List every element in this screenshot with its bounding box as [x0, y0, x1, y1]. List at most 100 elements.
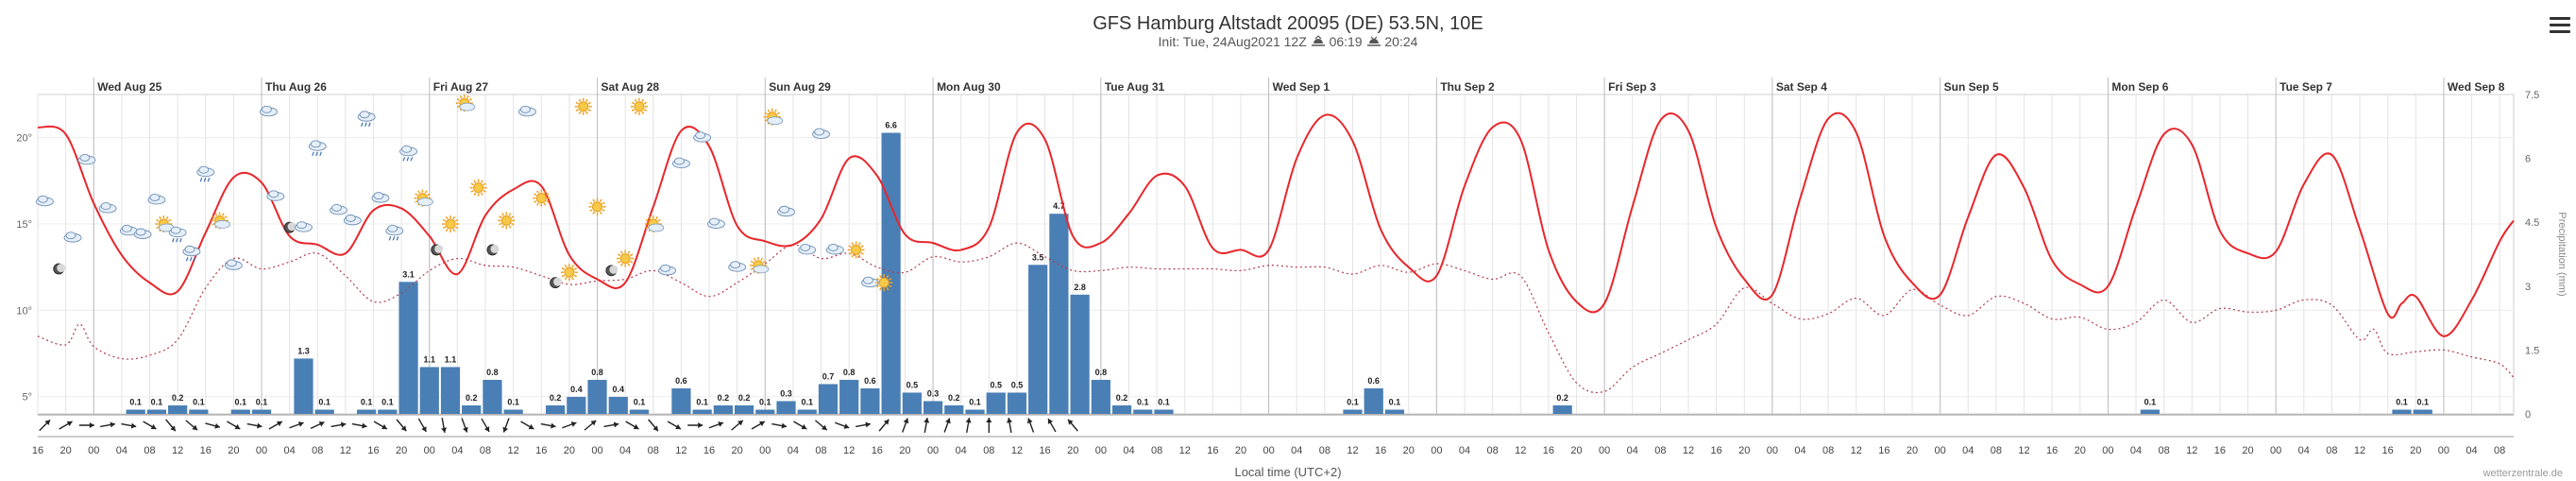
hour-tick-label: 20: [2075, 445, 2086, 456]
wind-head: [821, 424, 827, 431]
hour-tick-label: 08: [1319, 445, 1330, 456]
wind-arrow: [625, 421, 639, 430]
sun-ray: [212, 222, 215, 226]
precip-label: 0.6: [1367, 376, 1380, 386]
sun-ray: [648, 215, 652, 220]
sun-ray: [602, 201, 605, 205]
hour-tick-label: 08: [1991, 445, 2002, 456]
precip-bar: [1091, 379, 1110, 414]
cloud-icon: [266, 190, 285, 201]
sun-disc: [619, 253, 631, 265]
precip-bar: [839, 379, 859, 414]
precip-label: 1.1: [424, 354, 436, 364]
sun-ray: [473, 180, 477, 183]
hour-tick-label: 08: [2159, 445, 2170, 456]
rain-drop: [406, 157, 410, 162]
hour-tick-label: 00: [1599, 445, 1610, 456]
sun-ray: [156, 218, 160, 222]
rain-drop: [410, 157, 414, 162]
precip-bar: [1384, 409, 1405, 414]
night-icon: [550, 277, 563, 289]
menu-icon[interactable]: [2550, 17, 2570, 36]
sun-disc: [851, 244, 862, 255]
precip-label: 0.1: [1389, 397, 1401, 406]
rain-drop: [361, 122, 364, 127]
night-icon: [283, 221, 297, 233]
sun-ray: [427, 193, 431, 197]
wind-arrow: [246, 422, 263, 429]
hour-tick-label: 04: [1123, 445, 1134, 456]
sun-ray: [629, 253, 634, 257]
wind-arrow: [39, 419, 51, 432]
sun-ray: [578, 111, 582, 114]
precip-bar: [776, 401, 796, 414]
precip-bar: [357, 409, 377, 414]
hour-tick-label: 04: [2130, 445, 2142, 456]
sun-ray: [657, 218, 661, 222]
init-time: Init: Tue, 24Aug2021 12Z: [1158, 34, 1307, 49]
precip-bar: [671, 387, 691, 414]
cloud-shape: [767, 116, 784, 126]
precip-bar: [1049, 214, 1069, 414]
cloud-icon: [133, 228, 152, 239]
precip-label: 0.5: [990, 380, 1002, 389]
wind-arrow: [986, 418, 992, 433]
precip-bar: [398, 282, 418, 414]
sun-ray: [499, 215, 502, 219]
sun-ray: [629, 260, 634, 264]
sun-ray: [876, 284, 880, 288]
hour-tick-label: 16: [2046, 445, 2058, 456]
sun-ray: [564, 277, 568, 281]
wind-head: [318, 421, 325, 427]
sun-ray: [599, 211, 602, 215]
hour-tick-label: 08: [1654, 445, 1666, 456]
wind-arrow: [1067, 419, 1078, 432]
wind-arrow: [330, 421, 347, 428]
wind-arrow: [667, 421, 682, 430]
hour-tick-label: 20: [2410, 445, 2421, 456]
wind-head: [441, 427, 448, 433]
sun-ray: [767, 109, 771, 112]
sun-ray: [645, 226, 649, 230]
sun-ray: [587, 109, 591, 112]
hour-tick-label: 12: [1683, 445, 1694, 456]
day-label: Wed Aug 25: [97, 80, 161, 94]
sun-ray: [159, 215, 161, 220]
cloud-icon: [658, 264, 677, 276]
wind-head: [781, 422, 787, 429]
sun-ray: [536, 202, 539, 206]
cloud-shape: [214, 219, 230, 229]
precip-label: 0.8: [591, 368, 603, 377]
hour-tick-label: 00: [88, 445, 99, 456]
precip-label: 0.2: [948, 393, 960, 403]
wind-arrow: [441, 417, 448, 434]
hour-tick-label: 12: [1515, 445, 1526, 456]
wind-arrows: [38, 414, 2514, 438]
precip-bar: [818, 384, 839, 414]
sun-ray: [534, 199, 537, 203]
hour-tick-label: 16: [1878, 445, 1890, 456]
sun-ray: [860, 251, 864, 255]
sun-ray: [643, 109, 648, 112]
rain-drop: [176, 237, 178, 243]
precip-bar: [1343, 409, 1363, 414]
precip-label: 4.7: [1053, 201, 1065, 211]
wind-head: [737, 420, 743, 426]
precip-label: 0.1: [759, 397, 771, 406]
cloud-icon: [343, 214, 362, 226]
hour-tick-label: 16: [200, 445, 212, 456]
sun-disc: [564, 266, 575, 278]
hour-tick-label: 00: [2102, 445, 2113, 456]
hour-tick-label: 20: [60, 445, 72, 456]
sun-icon: [617, 249, 635, 267]
hour-tick-label: 12: [1011, 445, 1023, 456]
sun-icon: [442, 215, 459, 233]
hour-tick-label: 08: [2494, 445, 2505, 456]
wind-arrow: [855, 421, 872, 428]
sun-ray: [641, 98, 645, 102]
y-tick-label: 10°: [16, 305, 32, 317]
credit-link[interactable]: wetterzentrale.de: [2483, 468, 2563, 479]
sun-ray: [214, 213, 218, 216]
moon-crescent: [57, 264, 66, 273]
cloud-puff: [660, 264, 671, 272]
